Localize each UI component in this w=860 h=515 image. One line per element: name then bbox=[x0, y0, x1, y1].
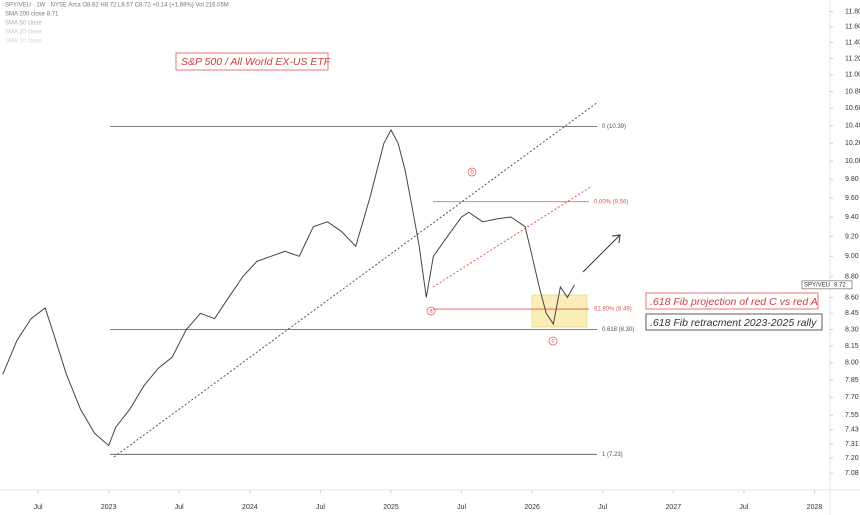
fib-label: 61.80% (8.49) bbox=[594, 307, 632, 313]
y-tick-label: 7.55 bbox=[845, 412, 859, 419]
y-tick-label: 7.20 bbox=[845, 455, 859, 462]
y-tick-label: 10.20 bbox=[845, 140, 860, 147]
x-tick-label: Jul bbox=[598, 504, 607, 511]
y-tick-label: 7.08 bbox=[845, 470, 859, 477]
x-tick-label: 2027 bbox=[666, 504, 682, 511]
x-tick-label: Jul bbox=[34, 504, 43, 511]
trendline bbox=[113, 101, 599, 458]
trendline bbox=[432, 185, 593, 288]
y-tick-label: 8.45 bbox=[845, 310, 859, 317]
y-tick-label: 10.60 bbox=[845, 105, 860, 112]
y-tick-label: 10.80 bbox=[845, 88, 860, 95]
wave-marker bbox=[467, 167, 477, 177]
y-tick-label: 8.60 bbox=[845, 294, 859, 301]
x-tick-label: 2025 bbox=[383, 504, 399, 511]
wave-label: a bbox=[429, 309, 433, 315]
x-tick-label: Jul bbox=[175, 504, 184, 511]
fib-label: 0.618 (8.30) bbox=[602, 327, 634, 333]
fib-label: 1 (7.23) bbox=[602, 452, 623, 458]
x-tick-label: 2023 bbox=[101, 504, 117, 511]
wave-marker bbox=[548, 336, 558, 346]
x-tick-label: Jul bbox=[316, 504, 325, 511]
wave-label: c bbox=[552, 339, 555, 345]
y-tick-label: 7.70 bbox=[845, 394, 859, 401]
y-tick-label: 7.43 bbox=[845, 426, 859, 433]
annotation: .618 Fib retracment 2023-2025 rally bbox=[650, 317, 817, 329]
x-tick-label: Jul bbox=[457, 504, 466, 511]
x-tick-label: 2028 bbox=[807, 504, 823, 511]
y-tick-label: 11.00 bbox=[845, 72, 860, 79]
y-tick-label: 11.80 bbox=[845, 8, 860, 15]
y-tick-label: 8.15 bbox=[845, 343, 859, 350]
indicator: SMA 10 close bbox=[5, 39, 42, 45]
y-tick-label: 9.20 bbox=[845, 233, 859, 240]
y-tick-label: 9.00 bbox=[845, 253, 859, 260]
fib-label: 0 (10.39) bbox=[602, 124, 626, 130]
indicator: SMA 50 close bbox=[5, 21, 42, 27]
x-tick-label: Jul bbox=[739, 504, 748, 511]
price-tag-name: SPY/VEU bbox=[804, 282, 830, 288]
wave-marker bbox=[426, 306, 436, 316]
symbol-line: SPY/VEU · 1W · NYSE Arca O8.62 H8.72 L8.… bbox=[5, 3, 229, 9]
price-tag bbox=[801, 280, 853, 290]
arrow bbox=[582, 234, 621, 273]
chart-title: S&P 500 / All World EX-US ETF bbox=[181, 56, 331, 68]
title-box bbox=[175, 52, 329, 71]
y-tick-label: 10.40 bbox=[845, 122, 860, 129]
indicator: SMA 200 close 8.71 bbox=[5, 12, 59, 18]
annotation: .618 Fib projection of red C vs red A bbox=[650, 296, 818, 308]
target-zone bbox=[531, 294, 588, 328]
note-box bbox=[645, 313, 823, 331]
fib-label: 0.00% (9.56) bbox=[594, 199, 628, 205]
y-tick-label: 11.20 bbox=[845, 55, 860, 62]
x-tick-label: 2024 bbox=[242, 504, 258, 511]
y-tick-label: 10.00 bbox=[845, 158, 860, 165]
y-tick-label: 9.40 bbox=[845, 214, 859, 221]
y-tick-label: 8.30 bbox=[845, 326, 859, 333]
y-tick-label: 9.60 bbox=[845, 195, 859, 202]
note-box bbox=[645, 292, 819, 310]
y-tick-label: 7.85 bbox=[845, 377, 859, 384]
price-tag-value: 8.72 bbox=[834, 282, 846, 288]
indicator: SMA 20 close bbox=[5, 30, 42, 36]
y-tick-label: 11.60 bbox=[845, 24, 860, 31]
price-line bbox=[2, 128, 575, 447]
y-tick-label: 7.31 bbox=[845, 441, 859, 448]
y-tick-label: 9.80 bbox=[845, 176, 859, 183]
x-tick-label: 2026 bbox=[524, 504, 540, 511]
y-tick-label: 8.00 bbox=[845, 360, 859, 367]
wave-label: b bbox=[470, 170, 474, 176]
y-tick-label: 11.40 bbox=[845, 39, 860, 46]
y-tick-label: 8.80 bbox=[845, 273, 859, 280]
